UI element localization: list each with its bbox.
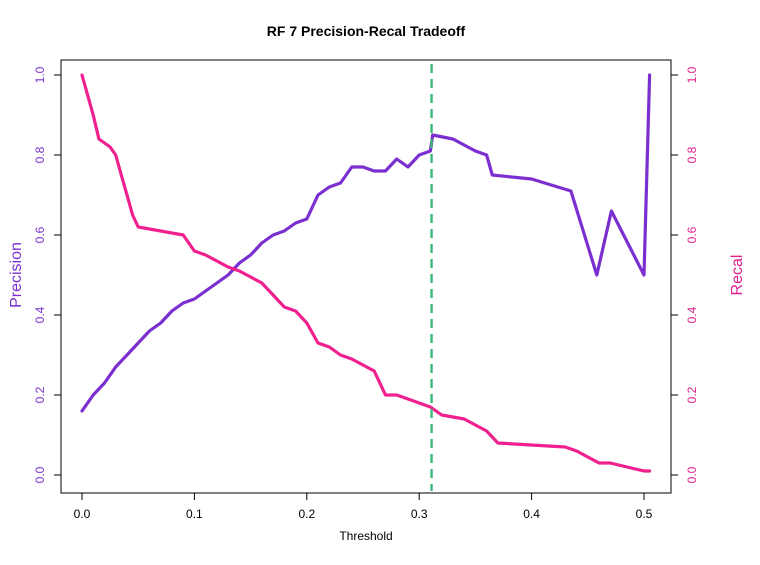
y-tick-label-right: 0.2: [685, 386, 699, 403]
recall-line: [80, 73, 652, 473]
y-tick-label-right: 0.8: [685, 146, 699, 163]
y-axis-title-right: Recal: [729, 255, 746, 296]
x-tick-label: 0.1: [186, 507, 203, 521]
data-lines: [80, 64, 652, 491]
x-tick-label: 0.3: [411, 507, 428, 521]
y-axis-title-left: Precision: [8, 242, 25, 308]
x-tick-label: 0.0: [74, 507, 91, 521]
y-tick-label-left: 1.0: [33, 66, 47, 83]
y-tick-label-right: 0.0: [685, 466, 699, 483]
y-tick-label-left: 0.4: [33, 306, 47, 323]
y-tick-label-right: 0.4: [685, 306, 699, 323]
chart-title: RF 7 Precision-Recal Tradeoff: [267, 23, 466, 39]
precision-line: [80, 73, 652, 413]
y-tick-label-right: 0.6: [685, 226, 699, 243]
x-tick-label: 0.5: [636, 507, 653, 521]
axes: 0.0 0.1 0.2 0.3 0.4 0.5 0.0 0.2 0.4 0.6 0.8 1.0 0.0 0…: [33, 66, 699, 521]
plot-frame: [60, 59, 672, 494]
y-tick-label-right: 1.0: [685, 66, 699, 83]
y-tick-label-left: 0.8: [33, 146, 47, 163]
y-tick-label-left: 0.2: [33, 386, 47, 403]
y-tick-label-left: 0.6: [33, 226, 47, 243]
x-tick-label: 0.2: [298, 507, 315, 521]
x-axis-title: Threshold: [339, 529, 392, 543]
y-tick-label-left: 0.0: [33, 466, 47, 483]
x-tick-label: 0.4: [523, 507, 540, 521]
